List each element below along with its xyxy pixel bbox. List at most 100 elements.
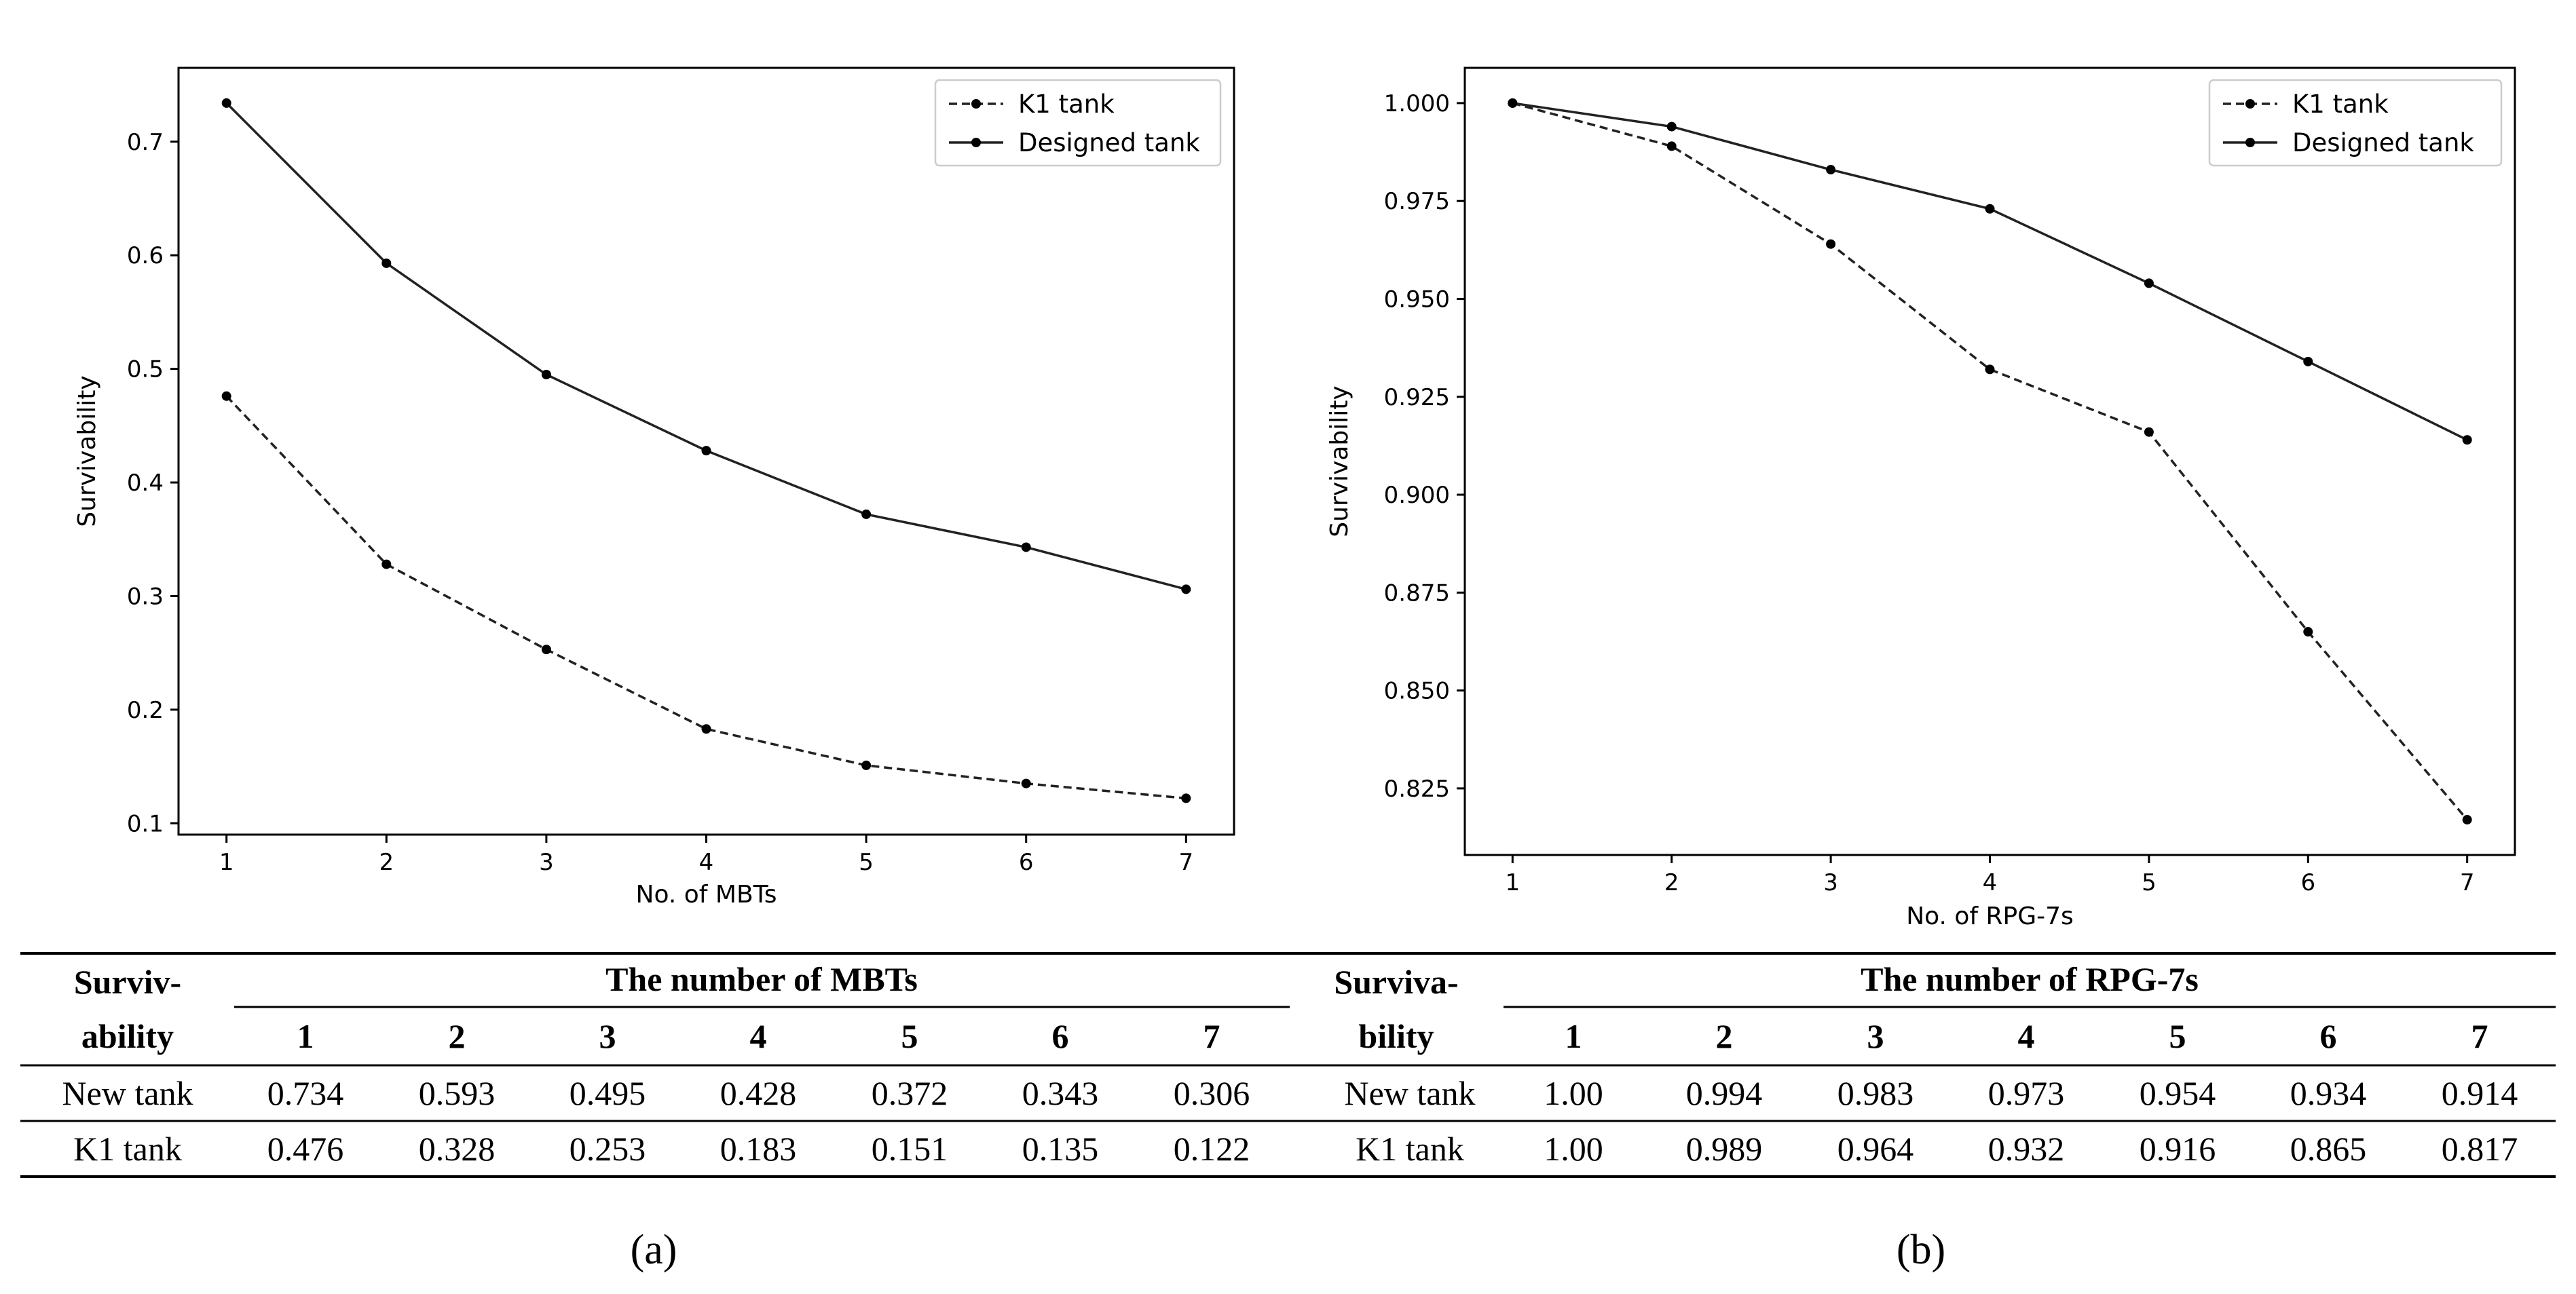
table-cell: 0.934 [2290, 1074, 2367, 1112]
table-left-col-header: 4 [750, 1017, 767, 1055]
y-tick-label: 1.000 [1384, 90, 1450, 117]
legend-marker [971, 99, 981, 109]
x-tick-label: 7 [2460, 869, 2475, 896]
table-cell: 0.253 [570, 1130, 646, 1168]
x-tick-label: 5 [859, 849, 874, 876]
data-point-designed-tank [2462, 435, 2472, 445]
y-tick-label: 0.5 [127, 356, 164, 383]
table-right-col-header: 5 [2169, 1017, 2186, 1055]
y-tick-label: 0.900 [1384, 482, 1450, 509]
table-cell: 0.994 [1686, 1074, 1763, 1112]
series-line-designed-tank [225, 102, 1187, 591]
table-cell: 0.734 [267, 1074, 344, 1112]
data-point-designed-tank [701, 446, 711, 456]
y-tick-label: 0.825 [1384, 776, 1450, 803]
x-tick-label: 6 [2300, 869, 2315, 896]
table-cell: 0.593 [419, 1074, 496, 1112]
table-cell: 0.914 [2442, 1074, 2518, 1112]
x-tick-label: 5 [2142, 869, 2157, 896]
legend-marker [971, 138, 981, 147]
caption-b: (b) [1897, 1227, 1945, 1273]
table-right-row-new: New tank 1.00 0.994 0.983 0.973 0.954 0.… [1345, 1074, 2518, 1112]
data-point-designed-tank [2303, 356, 2313, 366]
table-right-row-k1: K1 tank 1.00 0.989 0.964 0.932 0.916 0.8… [1356, 1130, 2518, 1168]
table-left-row-k1: K1 tank 0.476 0.328 0.253 0.183 0.151 0.… [73, 1130, 1250, 1168]
table-cell: 0.973 [1988, 1074, 2065, 1112]
data-point-k1-tank [2303, 627, 2313, 637]
y-tick-label: 0.950 [1384, 286, 1450, 313]
data-point-designed-tank [1181, 584, 1191, 594]
table-row-label: K1 tank [73, 1130, 182, 1168]
data-point-designed-tank [221, 98, 231, 108]
data-point-k1-tank [861, 760, 872, 770]
table-cell: 0.306 [1174, 1074, 1250, 1112]
table-cell: 0.328 [419, 1130, 496, 1168]
data-point-k1-tank [701, 724, 711, 734]
data-point-designed-tank [541, 370, 551, 379]
data-point-designed-tank [1985, 204, 1995, 214]
legend-label: K1 tank [2292, 90, 2389, 119]
table-right-col-header: 7 [2471, 1017, 2488, 1055]
data-point-k1-tank [1021, 778, 1031, 788]
table-left-row-header-1: Surviv- [74, 963, 181, 1001]
x-tick-label: 7 [1178, 849, 1193, 876]
table-left-col-header: 5 [901, 1017, 918, 1055]
x-tick-label: 2 [379, 849, 394, 876]
table-cell: 0.151 [872, 1130, 948, 1168]
table-left-col-header: 3 [599, 1017, 616, 1055]
table-row-label: New tank [1345, 1074, 1476, 1112]
legend-label: Designed tank [2292, 128, 2474, 157]
data-point-designed-tank [861, 509, 872, 519]
x-tick-label: 4 [699, 849, 714, 876]
legend-marker [2245, 99, 2255, 109]
table-cell: 0.964 [1837, 1130, 1914, 1168]
table-right-row-header-2: bility [1358, 1017, 1434, 1055]
y-tick-label: 0.6 [127, 242, 164, 269]
data-point-designed-tank [381, 258, 392, 268]
data-point-designed-tank [1021, 542, 1031, 552]
table-right-columns: 1 2 3 4 5 6 7 [1565, 1017, 2488, 1055]
table-right-col-header: 3 [1867, 1017, 1884, 1055]
table-left-col-header: 1 [297, 1017, 314, 1055]
x-tick-label: 4 [1983, 869, 1998, 896]
table-cell: 1.00 [1544, 1074, 1603, 1112]
table-cell: 0.817 [2442, 1130, 2518, 1168]
x-axis-label: No. of RPG-7s [1906, 902, 2074, 930]
caption-a: (a) [631, 1227, 677, 1273]
table-cell: 0.428 [720, 1074, 797, 1112]
x-tick-label: 1 [1505, 869, 1520, 896]
data-point-k1-tank [2144, 427, 2154, 437]
y-tick-label: 0.3 [127, 583, 164, 610]
data-point-k1-tank [2462, 815, 2472, 825]
y-tick-label: 0.850 [1384, 678, 1450, 705]
data-point-k1-tank [221, 391, 231, 401]
table-right-col-header: 1 [1565, 1017, 1582, 1055]
legend-box [2208, 79, 2503, 167]
x-axis-label: No. of MBTs [636, 881, 777, 909]
chart-a: 1 2 3 4 5 6 7 0.1 0.2 0.3 0.4 0.5 0.6 0.7 No. of MBTs S… [73, 66, 1235, 909]
table-right-col-header: 4 [2018, 1017, 2035, 1055]
y-axis-label: Survivability [1326, 385, 1354, 537]
table-cell: 0.916 [2140, 1130, 2216, 1168]
data-point-k1-tank [1181, 793, 1191, 803]
legend-box [934, 79, 1222, 167]
y-tick-label: 0.4 [127, 470, 164, 497]
legend-label: K1 tank [1018, 90, 1115, 119]
x-tick-label: 6 [1019, 849, 1034, 876]
x-tick-label: 1 [219, 849, 234, 876]
table-right-row-header-1: Surviva- [1334, 963, 1458, 1001]
table-cell: 0.122 [1174, 1130, 1250, 1168]
data-point-k1-tank [1985, 364, 1995, 375]
data-point-designed-tank [1826, 165, 1836, 175]
series-line-k1-tank [225, 395, 1187, 800]
table-cell: 0.865 [2290, 1130, 2367, 1168]
data-point-k1-tank [381, 559, 392, 569]
table-row-label: K1 tank [1356, 1130, 1464, 1168]
y-axis-label: Survivability [73, 375, 101, 527]
y-tick-label: 0.925 [1384, 384, 1450, 411]
data-point-designed-tank [1508, 98, 1518, 108]
table-cell: 0.954 [2140, 1074, 2216, 1112]
data-point-designed-tank [2144, 278, 2154, 288]
table-cell: 0.476 [267, 1130, 344, 1168]
